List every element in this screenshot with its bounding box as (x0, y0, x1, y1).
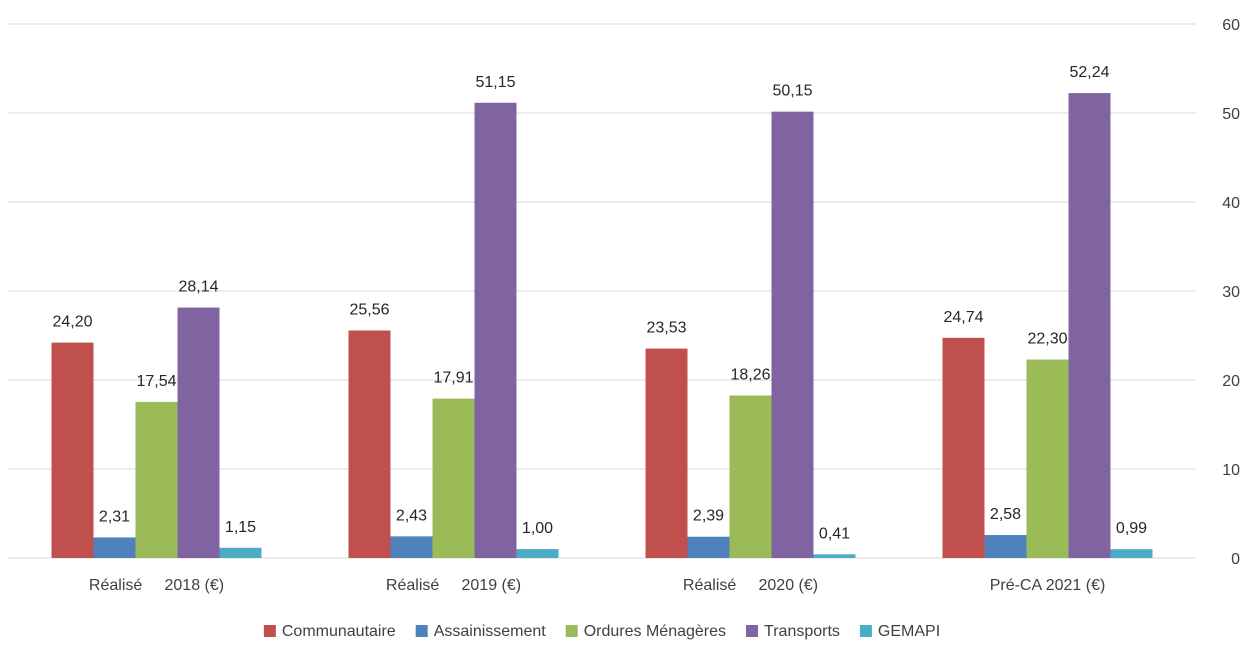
data-label: 50,15 (772, 83, 812, 100)
bar (432, 398, 475, 558)
bar (177, 307, 220, 558)
data-label: 18,26 (730, 366, 770, 383)
bar (1110, 549, 1153, 558)
y-axis: 0 10 20 30 40 50 60 (1222, 17, 1240, 568)
bar (942, 337, 985, 558)
data-label: 1,00 (522, 520, 553, 537)
bar (729, 395, 772, 558)
y-tick-label: 50 (1222, 106, 1240, 123)
legend-label: Ordures Ménagères (584, 623, 726, 640)
bar (516, 549, 559, 558)
legend-label: Communautaire (282, 623, 396, 640)
data-label: 22,30 (1027, 331, 1067, 348)
bar (813, 554, 856, 558)
legend-label: Transports (764, 623, 840, 640)
bar (984, 535, 1027, 558)
data-label: 0,99 (1116, 520, 1147, 537)
data-label: 17,91 (433, 370, 473, 387)
y-tick-label: 20 (1222, 373, 1240, 390)
x-axis: Réalisé 2018 (€) Réalisé 2019 (€) Réalisé … (89, 577, 1105, 594)
data-label: 2,58 (990, 506, 1021, 523)
y-tick-label: 10 (1222, 462, 1240, 479)
y-tick-label: 30 (1222, 284, 1240, 301)
bar (219, 547, 262, 558)
legend-swatch (565, 625, 578, 637)
bar (474, 102, 517, 558)
bar (135, 401, 178, 558)
data-label: 51,15 (475, 74, 515, 91)
bar (771, 111, 814, 558)
data-label: 52,24 (1069, 64, 1109, 81)
legend: Communautaire Assainissement Ordures Ménag… (263, 623, 940, 640)
data-label: 24,74 (943, 309, 983, 326)
data-label: 17,54 (136, 373, 176, 390)
legend-swatch (746, 625, 759, 637)
data-label: 24,20 (52, 314, 92, 331)
legend-swatch (263, 625, 276, 637)
legend-item: Ordures Ménagères (565, 623, 726, 640)
bar (93, 537, 136, 558)
data-label: 0,41 (819, 525, 850, 542)
legend-item: Communautaire (263, 623, 396, 640)
data-label: 2,43 (396, 507, 427, 524)
bar (687, 536, 730, 558)
bar (1026, 359, 1069, 558)
data-label: 2,39 (693, 508, 724, 525)
legend-item: Assainissement (415, 623, 547, 640)
category-label: Réalisé 2018 (€) (89, 577, 224, 594)
category-label: Pré-CA 2021 (€) (990, 577, 1106, 594)
data-label: 25,56 (349, 302, 389, 319)
bar (348, 330, 391, 558)
y-tick-label: 40 (1222, 195, 1240, 212)
y-tick-label: 0 (1231, 551, 1240, 568)
data-label: 28,14 (178, 279, 218, 296)
category-label: Réalisé 2019 (€) (386, 577, 521, 594)
bar (645, 348, 688, 558)
bars (51, 93, 1153, 559)
y-tick-label: 60 (1222, 17, 1240, 34)
bar (1068, 93, 1111, 559)
category-label: Réalisé 2020 (€) (683, 577, 818, 594)
legend-swatch (415, 625, 428, 637)
data-label: 1,15 (225, 519, 256, 536)
legend-label: Assainissement (434, 623, 547, 640)
data-label: 2,31 (99, 508, 130, 525)
legend-label: GEMAPI (878, 623, 940, 640)
legend-item: GEMAPI (859, 623, 940, 640)
legend-item: Transports (746, 623, 840, 640)
data-labels: 24,20 2,31 17,54 28,14 1,15 25,56 2,43 17,91 51,… (52, 64, 1147, 542)
bar (390, 536, 433, 558)
bar (51, 342, 94, 558)
legend-swatch (859, 625, 872, 637)
data-label: 23,53 (646, 320, 686, 337)
